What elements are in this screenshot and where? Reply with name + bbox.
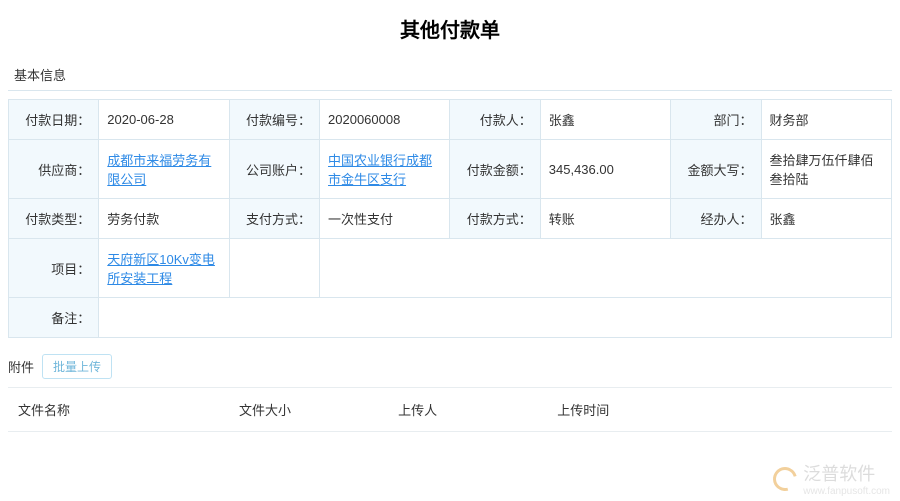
value-company-acct: 中国农业银行成都市金牛区支行 xyxy=(320,140,450,199)
value-pay-type: 劳务付款 xyxy=(99,199,229,239)
value-pay-date: 2020-06-28 xyxy=(99,100,229,140)
col-file-size: 文件大小 xyxy=(229,388,388,432)
section-basic-info: 基本信息 xyxy=(0,59,900,90)
divider xyxy=(8,90,892,91)
label-pay-date: 付款日期： xyxy=(9,100,99,140)
label-remark: 备注： xyxy=(9,298,99,338)
value-payer: 张鑫 xyxy=(540,100,670,140)
col-file-name: 文件名称 xyxy=(8,388,229,432)
basic-info-table: 付款日期： 2020-06-28 付款编号： 2020060008 付款人： 张… xyxy=(8,99,892,338)
table-row: 付款日期： 2020-06-28 付款编号： 2020060008 付款人： 张… xyxy=(9,100,892,140)
empty-cell xyxy=(320,239,892,298)
empty-cell xyxy=(229,239,319,298)
watermark-url: www.fanpusoft.com xyxy=(803,486,890,497)
label-pay-amount: 付款金额： xyxy=(450,140,540,199)
value-pay-method: 一次性支付 xyxy=(320,199,450,239)
company-acct-link[interactable]: 中国农业银行成都市金牛区支行 xyxy=(328,153,432,187)
supplier-link[interactable]: 成都市来福劳务有限公司 xyxy=(107,153,211,187)
label-company-acct: 公司账户： xyxy=(229,140,319,199)
logo-icon xyxy=(769,462,802,495)
table-row: 供应商： 成都市来福劳务有限公司 公司账户： 中国农业银行成都市金牛区支行 付款… xyxy=(9,140,892,199)
value-pay-no: 2020060008 xyxy=(320,100,450,140)
col-upload-time: 上传时间 xyxy=(547,388,892,432)
label-pay-mode: 付款方式： xyxy=(450,199,540,239)
watermark: 泛普软件 www.fanpusoft.com xyxy=(773,460,890,497)
label-amount-cn: 金额大写： xyxy=(671,140,761,199)
watermark-brand: 泛普软件 xyxy=(803,464,875,484)
value-handler: 张鑫 xyxy=(761,199,892,239)
value-remark xyxy=(99,298,892,338)
table-row: 备注： xyxy=(9,298,892,338)
col-uploader: 上传人 xyxy=(388,388,547,432)
label-handler: 经办人： xyxy=(671,199,761,239)
table-row: 项目： 天府新区10Kv变电所安装工程 xyxy=(9,239,892,298)
value-pay-mode: 转账 xyxy=(540,199,670,239)
bulk-upload-button[interactable]: 批量上传 xyxy=(42,354,112,379)
project-link[interactable]: 天府新区10Kv变电所安装工程 xyxy=(107,252,215,286)
value-project: 天府新区10Kv变电所安装工程 xyxy=(99,239,229,298)
value-amount-cn: 叁拾肆万伍仟肆佰叁拾陆 xyxy=(761,140,892,199)
attachment-label: 附件 xyxy=(8,357,34,376)
label-pay-method: 支付方式： xyxy=(229,199,319,239)
label-supplier: 供应商： xyxy=(9,140,99,199)
file-table: 文件名称 文件大小 上传人 上传时间 xyxy=(8,387,892,432)
label-payer: 付款人： xyxy=(450,100,540,140)
label-pay-no: 付款编号： xyxy=(229,100,319,140)
table-row: 付款类型： 劳务付款 支付方式： 一次性支付 付款方式： 转账 经办人： 张鑫 xyxy=(9,199,892,239)
page-title: 其他付款单 xyxy=(0,0,900,59)
label-dept: 部门： xyxy=(671,100,761,140)
label-pay-type: 付款类型： xyxy=(9,199,99,239)
file-table-header: 文件名称 文件大小 上传人 上传时间 xyxy=(8,388,892,432)
value-dept: 财务部 xyxy=(761,100,892,140)
label-project: 项目： xyxy=(9,239,99,298)
value-supplier: 成都市来福劳务有限公司 xyxy=(99,140,229,199)
attachment-section: 附件 批量上传 xyxy=(8,354,892,379)
value-pay-amount: 345,436.00 xyxy=(540,140,670,199)
